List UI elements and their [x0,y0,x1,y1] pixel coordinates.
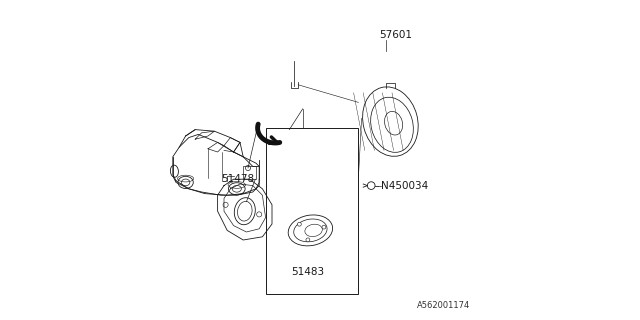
Bar [243,166,256,179]
Bar [266,128,358,294]
Text: A562001174: A562001174 [417,301,470,310]
Text: 51483: 51483 [291,267,324,277]
Text: N450034: N450034 [381,180,428,191]
Text: 57601: 57601 [380,30,412,40]
Circle shape [298,222,301,226]
Circle shape [306,238,310,242]
Circle shape [322,225,326,229]
Text: 51478: 51478 [221,174,254,184]
